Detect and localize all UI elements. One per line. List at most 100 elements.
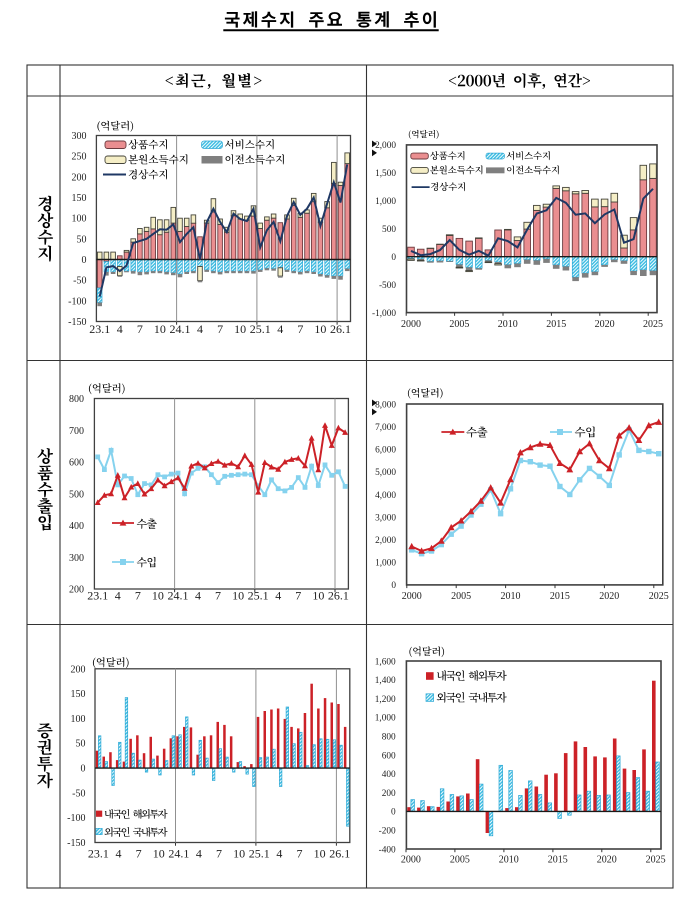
svg-text:4,000: 4,000 <box>375 491 396 501</box>
svg-text:700: 700 <box>69 426 84 437</box>
svg-text:0: 0 <box>391 253 396 263</box>
svg-text:10: 10 <box>314 322 326 336</box>
svg-text:7: 7 <box>295 589 301 603</box>
svg-text:2010: 2010 <box>499 855 519 866</box>
svg-text:2000: 2000 <box>402 591 422 602</box>
svg-text:600: 600 <box>382 751 396 761</box>
svg-text:150: 150 <box>72 193 87 204</box>
svg-text:1,000: 1,000 <box>375 197 396 207</box>
svg-text:24.1: 24.1 <box>169 322 190 336</box>
svg-text:7: 7 <box>215 589 221 603</box>
svg-text:7: 7 <box>297 847 303 861</box>
svg-text:2005: 2005 <box>450 855 470 866</box>
svg-text:7: 7 <box>297 322 303 336</box>
svg-text:100: 100 <box>72 214 87 225</box>
svg-text:7: 7 <box>216 847 222 861</box>
svg-text:10: 10 <box>312 589 324 603</box>
svg-text:2020: 2020 <box>597 855 617 866</box>
svg-text:800: 800 <box>382 733 396 743</box>
svg-text:-400: -400 <box>379 845 396 855</box>
svg-text:1,600: 1,600 <box>375 657 396 667</box>
svg-text:2000: 2000 <box>401 319 421 330</box>
svg-text:3,000: 3,000 <box>375 513 396 523</box>
svg-text:200: 200 <box>382 789 396 799</box>
svg-text:1,000: 1,000 <box>375 714 396 724</box>
svg-text:500: 500 <box>69 489 84 500</box>
svg-text:10: 10 <box>153 847 165 861</box>
svg-text:2015: 2015 <box>546 319 566 330</box>
svg-text:1,400: 1,400 <box>375 676 396 686</box>
svg-text:0: 0 <box>391 808 396 818</box>
svg-text:2015: 2015 <box>550 591 570 602</box>
svg-text:7: 7 <box>135 589 141 603</box>
svg-text:0: 0 <box>82 255 87 266</box>
svg-text:0: 0 <box>391 581 396 591</box>
svg-text:10: 10 <box>234 322 246 336</box>
svg-text:500: 500 <box>382 225 396 235</box>
svg-text:300: 300 <box>69 553 84 564</box>
svg-text:2020: 2020 <box>595 319 615 330</box>
svg-text:4: 4 <box>276 847 282 861</box>
svg-text:24.1: 24.1 <box>168 847 189 861</box>
svg-text:4: 4 <box>196 847 202 861</box>
svg-text:0: 0 <box>81 764 86 775</box>
svg-text:150: 150 <box>71 689 86 700</box>
svg-text:4: 4 <box>115 847 121 861</box>
svg-text:10: 10 <box>314 847 326 861</box>
svg-text:10: 10 <box>233 847 245 861</box>
svg-text:100: 100 <box>71 714 86 725</box>
svg-text:2005: 2005 <box>449 319 469 330</box>
svg-text:26.1: 26.1 <box>329 847 350 861</box>
svg-text:4: 4 <box>117 322 123 336</box>
svg-text:25.1: 25.1 <box>248 589 269 603</box>
svg-text:4: 4 <box>197 322 203 336</box>
svg-text:200: 200 <box>72 172 87 183</box>
svg-text:23.1: 23.1 <box>87 589 108 603</box>
svg-text:2025: 2025 <box>646 855 666 866</box>
svg-text:5,000: 5,000 <box>375 468 396 478</box>
svg-text:-200: -200 <box>379 827 396 837</box>
svg-text:2005: 2005 <box>451 591 471 602</box>
svg-text:4: 4 <box>275 589 281 603</box>
svg-text:-100: -100 <box>67 813 85 824</box>
svg-text:2020: 2020 <box>599 591 619 602</box>
svg-text:200: 200 <box>71 664 86 675</box>
svg-text:-150: -150 <box>67 838 85 849</box>
svg-text:-150: -150 <box>68 317 86 328</box>
svg-text:2025: 2025 <box>643 319 663 330</box>
svg-text:10: 10 <box>152 589 164 603</box>
svg-text:10: 10 <box>232 589 244 603</box>
svg-text:2015: 2015 <box>548 855 568 866</box>
svg-text:2,000: 2,000 <box>375 141 396 151</box>
svg-text:1,200: 1,200 <box>375 695 396 705</box>
svg-text:-50: -50 <box>72 788 85 799</box>
svg-text:26.1: 26.1 <box>328 589 349 603</box>
svg-text:200: 200 <box>69 585 84 596</box>
svg-text:400: 400 <box>69 521 84 532</box>
svg-text:50: 50 <box>77 234 87 245</box>
svg-text:23.1: 23.1 <box>88 847 109 861</box>
svg-text:300: 300 <box>72 131 87 142</box>
svg-text:2010: 2010 <box>501 591 521 602</box>
svg-text:-100: -100 <box>68 296 86 307</box>
svg-text:7: 7 <box>136 847 142 861</box>
svg-text:7: 7 <box>137 322 143 336</box>
svg-text:1,000: 1,000 <box>375 559 396 569</box>
svg-text:1,500: 1,500 <box>375 169 396 179</box>
svg-text:24.1: 24.1 <box>167 589 188 603</box>
svg-text:2,000: 2,000 <box>375 536 396 546</box>
svg-text:-1,000: -1,000 <box>372 309 396 319</box>
svg-text:250: 250 <box>72 152 87 163</box>
svg-text:26.1: 26.1 <box>330 322 351 336</box>
svg-text:4: 4 <box>277 322 283 336</box>
svg-text:2025: 2025 <box>649 591 669 602</box>
svg-text:800: 800 <box>69 394 84 405</box>
svg-text:400: 400 <box>382 770 396 780</box>
svg-text:-500: -500 <box>379 281 396 291</box>
svg-text:25.1: 25.1 <box>249 847 270 861</box>
svg-text:10: 10 <box>154 322 166 336</box>
svg-text:7: 7 <box>217 322 223 336</box>
svg-text:25.1: 25.1 <box>250 322 271 336</box>
svg-text:23.1: 23.1 <box>89 322 110 336</box>
svg-text:50: 50 <box>76 739 86 750</box>
